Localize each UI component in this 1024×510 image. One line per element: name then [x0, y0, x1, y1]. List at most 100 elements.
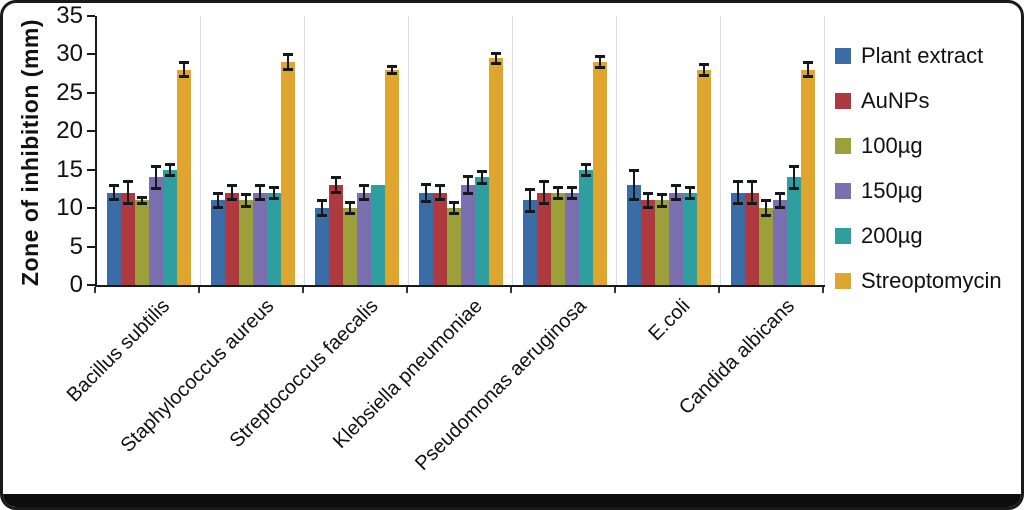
error-bar-cap [539, 180, 549, 184]
bar [419, 192, 433, 285]
error-bar-cap [137, 195, 147, 199]
error-bar-cap [331, 190, 341, 194]
error-bar-cap [477, 170, 487, 174]
error-bar-cap [747, 180, 757, 184]
error-bar-cap [345, 212, 355, 216]
x-category-label: E.coli [644, 295, 695, 346]
error-bar-cap [165, 173, 175, 177]
error-bar-cap [747, 202, 757, 206]
legend-item: Streoptomycin [835, 258, 1021, 303]
legend: Plant extract AuNPs 100µg 150µg 200µg Streopt… [835, 33, 1021, 303]
error-bar-cap [775, 191, 785, 195]
y-tick-mark [87, 53, 95, 56]
legend-label: 200µg [861, 222, 923, 248]
legend-swatch [835, 47, 851, 64]
bar [447, 208, 461, 285]
bar [787, 177, 801, 285]
error-bar-cap [137, 202, 147, 206]
error-bar-cap [643, 191, 653, 195]
y-tick-label: 10 [56, 194, 83, 222]
error-bar-cap [213, 191, 223, 195]
error-bar [543, 181, 545, 205]
bar [655, 200, 669, 285]
bar [177, 69, 191, 285]
bottom-edge-bar [3, 494, 1021, 507]
error-bar-cap [345, 200, 355, 204]
error-bar [557, 186, 559, 199]
error-bar-cap [151, 164, 161, 168]
bar [253, 192, 267, 285]
error-bar-cap [241, 193, 251, 197]
bar [745, 192, 759, 285]
bar [773, 200, 787, 285]
x-tick-mark [510, 287, 512, 293]
error-bar-cap [525, 187, 535, 191]
error-bar [571, 186, 573, 199]
y-tick-label: 35 [56, 2, 83, 29]
category-separator-line [616, 16, 617, 285]
error-bar [439, 185, 441, 201]
legend-item: Plant extract [835, 33, 1021, 78]
bar [329, 185, 343, 285]
x-category-label: Pseudomonas aeruginosa [410, 295, 591, 475]
error-bar-cap [255, 198, 265, 202]
error-bar-cap [553, 185, 563, 189]
legend-item: AuNPs [835, 78, 1021, 123]
error-bar-cap [317, 213, 327, 217]
category-separator-line [200, 16, 201, 285]
error-bar [113, 185, 115, 201]
error-bar-cap [775, 206, 785, 210]
bar [565, 192, 579, 285]
error-bar-cap [699, 73, 709, 77]
error-bar-cap [213, 206, 223, 210]
legend-label: Plant extract [861, 42, 984, 68]
legend-item: 200µg [835, 213, 1021, 258]
bar [357, 192, 371, 285]
error-bar [481, 171, 483, 184]
error-bar-cap [803, 75, 813, 79]
error-bar [141, 196, 143, 205]
error-bar-cap [449, 212, 459, 216]
error-bar-cap [269, 185, 279, 189]
error-bar [231, 185, 233, 201]
error-bar [647, 192, 649, 209]
x-category-label: Candida albicans [674, 295, 799, 420]
error-bar-cap [581, 162, 591, 166]
bar [697, 69, 711, 285]
error-bar [599, 55, 601, 69]
error-bar-cap [387, 64, 397, 68]
bar [523, 200, 537, 285]
error-bar [453, 201, 455, 215]
category-separator-line [408, 16, 409, 285]
x-tick-mark [406, 287, 408, 293]
error-bar-cap [421, 182, 431, 186]
error-bar-cap [477, 181, 487, 185]
error-bar-cap [553, 196, 563, 200]
bar [433, 192, 447, 285]
error-bar [737, 181, 739, 205]
error-bar [363, 185, 365, 201]
legend-label: Streoptomycin [861, 267, 1002, 293]
y-tick-mark [87, 284, 95, 286]
plot-area [95, 16, 825, 287]
error-bar-cap [567, 196, 577, 200]
error-bar [807, 62, 809, 78]
error-bar-cap [629, 168, 639, 172]
bar [239, 200, 253, 285]
bar [489, 58, 503, 285]
error-bar-cap [109, 184, 119, 188]
error-bar [425, 183, 427, 202]
error-bar-cap [567, 185, 577, 189]
bar [641, 200, 655, 285]
error-bar-cap [629, 198, 639, 202]
y-tick-label: 30 [56, 40, 83, 68]
error-bar-cap [491, 51, 501, 55]
category-separator-line [824, 16, 825, 285]
error-bar [155, 165, 157, 189]
error-bar-cap [657, 193, 667, 197]
legend-label: 150µg [861, 177, 923, 203]
error-bar-cap [331, 176, 341, 180]
error-bar-cap [491, 61, 501, 65]
legend-item: 100µg [835, 123, 1021, 168]
bar [683, 192, 697, 285]
